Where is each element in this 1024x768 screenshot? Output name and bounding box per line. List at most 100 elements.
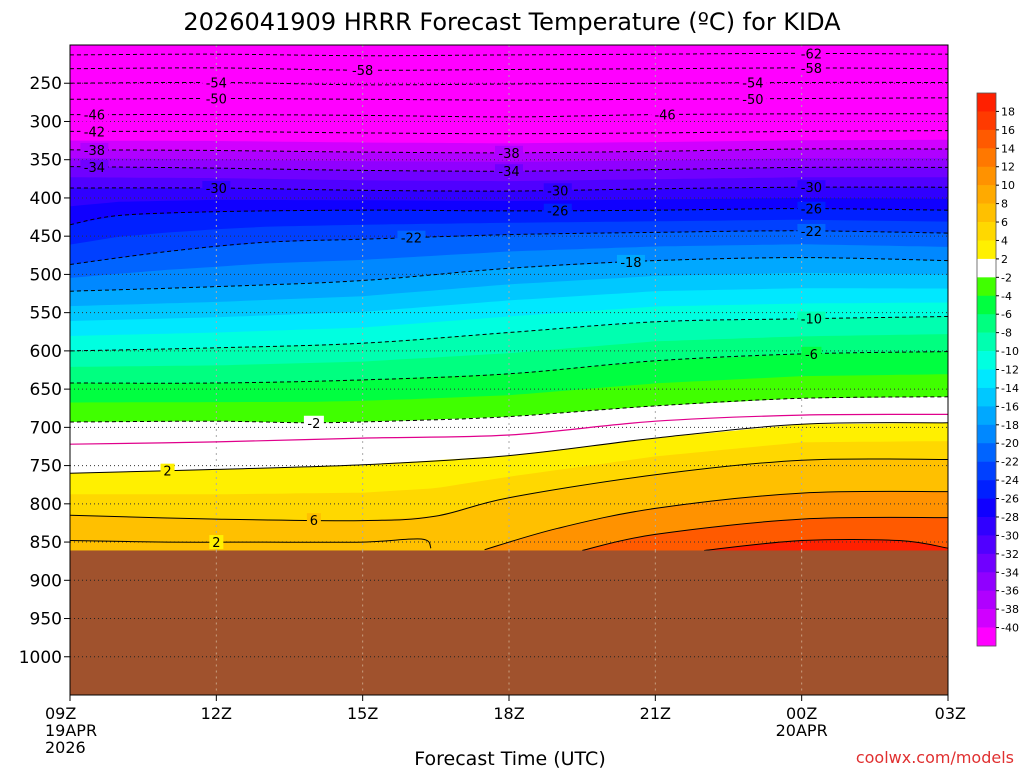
isotherm-label-bg [738, 91, 767, 106]
x-axis-label: Forecast Time (UTC) [414, 748, 605, 768]
y-tick-label: 600 [30, 342, 62, 362]
colorbar-swatch [977, 351, 996, 370]
isotherm-label-bg [801, 346, 822, 361]
isotherm-label-bg [80, 159, 109, 174]
isotherm-label: -42 [84, 125, 105, 140]
colorbar-label: -34 [1001, 566, 1019, 579]
isotherm-label-bg [202, 181, 231, 195]
isotherm-label-bg [80, 124, 109, 139]
x-tick-label: 15Z [347, 704, 378, 723]
y-tick-label: 750 [30, 457, 62, 477]
isotherm-label: -34 [84, 161, 105, 176]
isotherm-label: -22 [401, 232, 422, 247]
colorbar-label: -18 [1001, 419, 1019, 432]
isotherm-label: -26 [547, 205, 568, 220]
warm-isotherm-line [484, 490, 948, 551]
colorbar: 18 16 14 12 10 8 6 4 2 -2 -4 -6 -8 -10 -12 -14 -16 -18 -20… [976, 92, 1019, 647]
isotherm-label: -50 [742, 93, 763, 108]
colorbar-label: 4 [1001, 234, 1008, 247]
isotherm-label-bg [797, 201, 826, 216]
colorbar-swatch [977, 461, 996, 481]
y-tick-label: 900 [30, 571, 62, 591]
isotherm-label: -46 [84, 109, 105, 124]
isotherm-label-bg [797, 180, 826, 195]
isotherm-line [70, 148, 948, 154]
colorbar-label: -40 [1001, 622, 1019, 635]
isotherm-label-bg [797, 311, 826, 326]
colorbar-label: 16 [1001, 124, 1015, 137]
isotherm-line [70, 113, 948, 118]
colorbar-label: -28 [1001, 511, 1019, 524]
colorbar-swatch [977, 203, 996, 223]
colorbar-label: 8 [1001, 198, 1008, 211]
x-tick-label: 12Z [201, 704, 232, 723]
isotherm-label-bg [543, 203, 572, 218]
isotherm-label: -38 [84, 144, 105, 159]
isotherm-label: -18 [620, 256, 641, 271]
colorbar-swatch [977, 240, 996, 260]
x-tick-sublabel: 2026 [45, 738, 86, 757]
isotherm-label: 2 [163, 465, 171, 480]
isotherm-label-bg [616, 254, 645, 269]
y-tick-label: 300 [30, 112, 62, 132]
colorbar-swatch [977, 406, 996, 426]
colorbar-swatch [977, 498, 996, 518]
colorbar-swatch [977, 627, 996, 647]
isotherm-label-bg [543, 183, 572, 198]
y-tick-label: 250 [30, 74, 62, 94]
isotherm-label-bg [797, 46, 826, 61]
colorbar-label: 12 [1001, 161, 1015, 174]
colorbar-swatch [977, 443, 996, 462]
isotherm-line [70, 396, 948, 424]
isotherm-label: -30 [801, 181, 822, 196]
warm-isotherm-line [582, 516, 948, 551]
colorbar-swatch [977, 314, 996, 333]
isotherm-label: -26 [801, 203, 822, 218]
isotherm-label: -34 [498, 165, 519, 180]
isotherm-label-bg [495, 164, 523, 179]
y-tick-label: 850 [30, 533, 62, 553]
isotherm-label-bg [397, 230, 426, 245]
y-tick-label: 800 [30, 495, 62, 515]
y-tick-label: 1000 [19, 648, 62, 668]
isotherm-label: -30 [206, 182, 227, 197]
isotherm-label-bg [80, 142, 109, 157]
plot-area: -62-58 -58-54 -54-50 -50-46 -46-42-38 -38-34-… [70, 45, 948, 695]
isotherm-label: -50 [206, 93, 227, 108]
colorbar-label: -12 [1001, 364, 1019, 377]
colorbar-swatch [977, 258, 996, 278]
isotherm-label-bg [209, 535, 224, 550]
colorbar-label: -14 [1001, 382, 1019, 395]
isotherm-line [70, 81, 948, 86]
isotherm-label: -54 [206, 76, 227, 91]
isotherm-label: -22 [801, 225, 822, 240]
x-tick-label: 18Z [493, 704, 524, 723]
y-tick-label: 950 [30, 610, 62, 630]
isotherm-label-bg [348, 63, 377, 78]
isotherm-label-bg [651, 107, 680, 122]
y-tick-label: 400 [30, 189, 62, 209]
colorbar-swatch [977, 332, 996, 352]
isotherm-line [70, 97, 948, 101]
colorbar-swatch [977, 369, 996, 389]
isotherm-line [70, 230, 948, 265]
colorbar-swatch [977, 609, 996, 628]
warm-isotherm-line [70, 538, 432, 549]
colorbar-swatch [977, 111, 996, 131]
warm-isotherm-line [70, 422, 948, 474]
colorbar-label: -6 [1001, 308, 1012, 321]
colorbar-label: 2 [1001, 253, 1008, 266]
isotherm-label: -6 [805, 348, 818, 363]
colorbar-swatch [977, 516, 996, 536]
colorbar-swatch [977, 185, 996, 204]
colorbar-label: -38 [1001, 603, 1019, 616]
isotherm-label: -54 [742, 77, 763, 92]
isotherm-label-bg [495, 145, 523, 160]
x-tick-sublabel: 20APR [776, 721, 828, 740]
colorbar-label: -26 [1001, 493, 1019, 506]
isotherm-label: -58 [801, 62, 822, 77]
isotherm-line [70, 130, 948, 135]
colorbar-swatch [977, 535, 996, 555]
colorbar-swatch [977, 553, 996, 573]
isotherm-label-bg [306, 513, 321, 528]
